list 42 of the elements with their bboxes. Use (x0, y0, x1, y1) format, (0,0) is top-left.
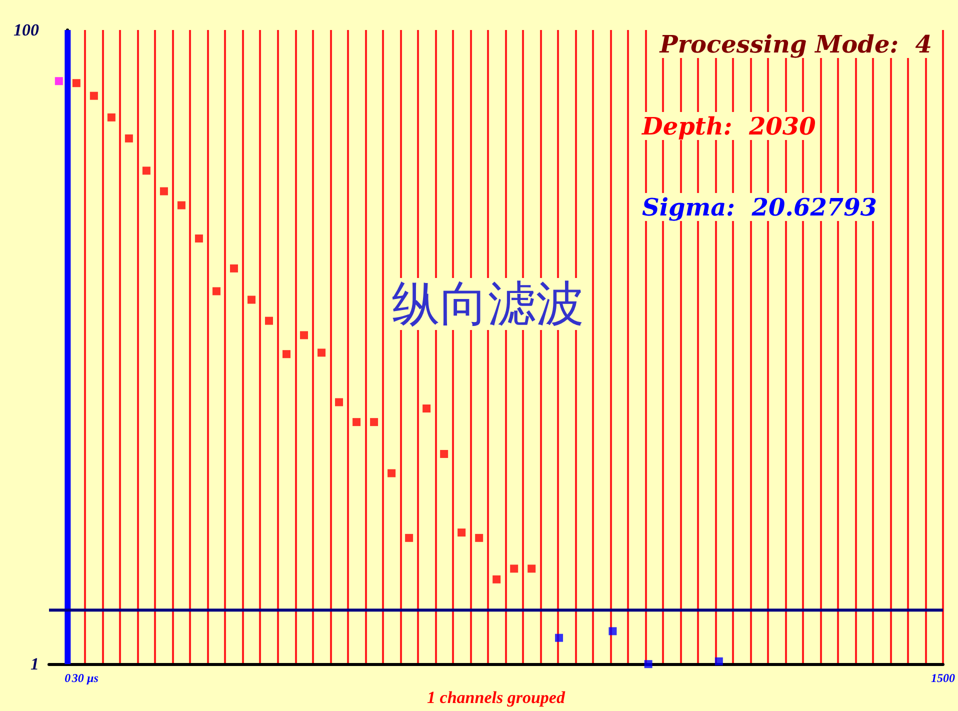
annotation: Depth: 2030 (641, 112, 816, 140)
point (230, 264, 238, 272)
point (510, 564, 518, 573)
point (405, 534, 414, 542)
x-tick-label: 30 µs (70, 671, 99, 686)
x-tick-label: 1500 (931, 671, 955, 686)
point (72, 79, 80, 88)
x-tick-label: 0 (64, 671, 71, 686)
point (265, 316, 273, 325)
point (318, 348, 326, 357)
point (458, 528, 466, 537)
point (475, 534, 484, 542)
annotation: 纵向滤波 (392, 276, 584, 332)
point (107, 113, 116, 122)
point (714, 657, 723, 666)
point (212, 287, 220, 296)
point (388, 469, 396, 478)
annotation: Processing Mode: 4 (658, 30, 932, 58)
point (422, 404, 431, 412)
point (492, 575, 501, 584)
y-tick-label: 100 (14, 20, 40, 40)
point (124, 134, 133, 142)
point (177, 201, 186, 210)
point (370, 418, 378, 426)
annotation: Sigma: 20.62793 (642, 192, 877, 222)
point (335, 398, 344, 406)
point (608, 627, 617, 636)
point (54, 77, 63, 86)
point (644, 660, 652, 668)
point (90, 92, 98, 100)
point (160, 187, 168, 196)
point (282, 350, 291, 358)
point (247, 296, 256, 304)
point (555, 634, 564, 642)
point (194, 234, 203, 242)
point (440, 450, 448, 458)
point (300, 331, 308, 340)
y-tick-label: 1 (30, 654, 39, 674)
point (352, 418, 361, 426)
point (528, 564, 536, 573)
x-axis-title: 1 channels grouped (427, 688, 566, 707)
point (142, 166, 150, 175)
